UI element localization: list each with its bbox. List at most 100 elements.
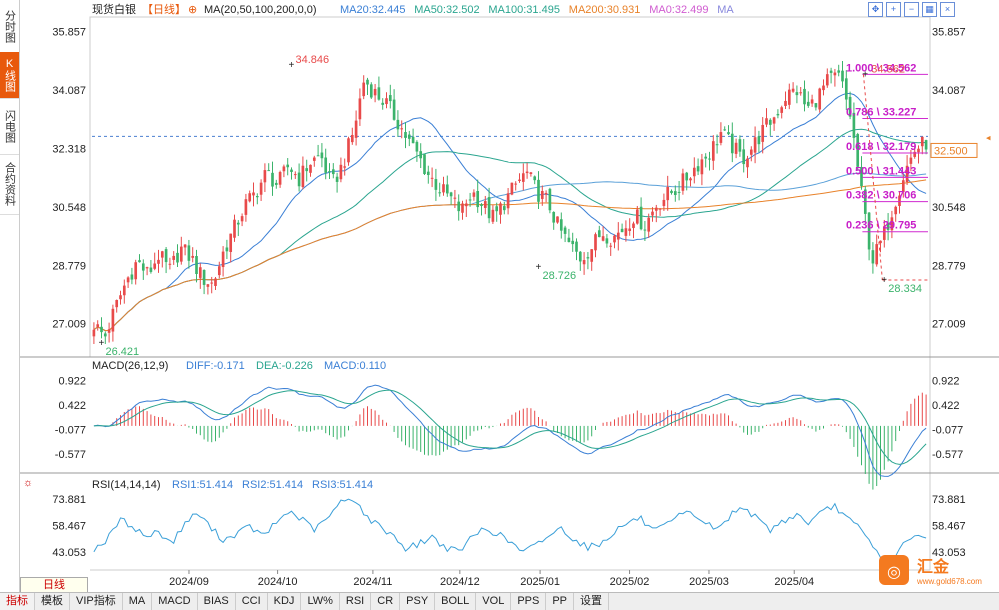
candle: [613, 234, 616, 249]
candle: [529, 171, 533, 177]
candle: [673, 185, 677, 202]
candle: [742, 138, 746, 173]
candle: [381, 98, 385, 110]
macd-tick-right-1: 0.422: [932, 400, 960, 412]
candle: [134, 259, 138, 285]
candle: [635, 205, 639, 225]
candle: [514, 181, 518, 191]
indicator-tab-1[interactable]: 模板: [35, 593, 70, 610]
marker-low2: +: [536, 262, 542, 273]
candle: [582, 252, 586, 275]
date-label-4: 2025/01: [520, 576, 560, 588]
rsi-tick-right-1: 58.467: [932, 521, 966, 533]
sidebar: 分时图 K线图 闪电图 合约资料: [0, 0, 20, 592]
grid-icon[interactable]: ▦: [922, 2, 937, 17]
sidebar-tab-3[interactable]: 合约资料: [0, 154, 19, 215]
rsi2-value: RSI2:51.414: [242, 479, 303, 491]
move-icon[interactable]: ✥: [868, 2, 883, 17]
candle: [556, 216, 559, 224]
indicator-tab-4[interactable]: MACD: [152, 593, 198, 610]
period-button[interactable]: 日线: [20, 577, 88, 593]
indicator-tab-16[interactable]: 设置: [574, 593, 610, 610]
candle: [540, 185, 544, 206]
candle: [343, 158, 347, 176]
candle: [172, 251, 176, 265]
svg-text:◎: ◎: [887, 564, 901, 581]
sidebar-tab-2[interactable]: 闪电图: [0, 98, 19, 155]
candle: [768, 118, 772, 136]
close-icon[interactable]: ×: [940, 2, 955, 17]
candle: [483, 195, 487, 215]
indicator-tab-10[interactable]: CR: [371, 593, 401, 610]
candle: [301, 156, 305, 190]
macd-value: MACD:0.110: [324, 360, 386, 372]
candle: [438, 182, 442, 197]
zoom-in-icon[interactable]: +: [886, 2, 901, 17]
candle: [377, 76, 381, 101]
date-label-2: 2024/11: [353, 576, 392, 588]
price-tick-left-4: 28.779: [52, 260, 86, 272]
date-label-3: 2024/12: [440, 576, 480, 588]
indicator-tab-15[interactable]: PP: [546, 593, 575, 610]
price-tick-left-0: 35.857: [52, 27, 86, 39]
price-tick-right-5: 27.009: [932, 319, 966, 331]
indicator-tab-7[interactable]: KDJ: [268, 593, 302, 610]
candle: [362, 75, 366, 100]
candle: [548, 187, 552, 214]
zoom-out-icon[interactable]: −: [904, 2, 919, 17]
candle: [586, 252, 590, 270]
candle: [259, 179, 263, 201]
candle: [506, 188, 510, 215]
candle: [578, 250, 582, 271]
date-label-6: 2025/03: [689, 576, 729, 588]
indicator-tab-8[interactable]: LW%: [301, 593, 340, 610]
candle: [730, 122, 734, 163]
candle: [149, 260, 153, 274]
sidebar-tab-0[interactable]: 分时图: [0, 0, 19, 53]
macd-tick-right-3: -0.577: [932, 449, 963, 461]
candle: [404, 122, 407, 149]
candle: [670, 189, 673, 195]
candle: [837, 64, 841, 77]
candle: [119, 290, 122, 305]
axes-labels: 35.85735.85734.08734.08732.31832.31830.5…: [52, 27, 991, 588]
candle: [369, 82, 373, 99]
candle: [206, 283, 210, 295]
indicator-tab-5[interactable]: BIAS: [198, 593, 236, 610]
macd-tick-right-2: -0.077: [932, 425, 963, 437]
annotation-low1: 26.421: [106, 346, 140, 358]
candle: [354, 110, 358, 146]
fib-diagonal: [862, 74, 883, 281]
chart-area[interactable]: 1.000 \ 34.562 0.786 \ 33.227 0.618 \ 32.1…: [20, 0, 999, 592]
indicator-tab-13[interactable]: VOL: [476, 593, 512, 610]
indicator-tab-11[interactable]: PSY: [400, 593, 436, 610]
candle: [852, 102, 856, 149]
candle: [571, 232, 575, 252]
watermark-logo: ◎ 汇金 www.gold678.com: [879, 555, 982, 586]
sidebar-tab-1[interactable]: K线图: [0, 52, 19, 99]
candle: [734, 138, 738, 159]
indicator-tab-12[interactable]: BOLL: [435, 593, 477, 610]
candle: [791, 82, 795, 93]
indicator-tabs: 指标 模板 VIP指标 MA MACD BIAS CCI KDJ LW% RSI CR PSY BOLL…: [0, 592, 999, 610]
indicator-tab-0[interactable]: 指标: [0, 593, 35, 610]
indicator-tab-2[interactable]: VIP指标: [70, 593, 123, 610]
sun-icon[interactable]: ☼: [23, 477, 33, 489]
indicator-tab-14[interactable]: PPS: [511, 593, 547, 610]
candle: [176, 244, 179, 267]
candle: [141, 259, 145, 280]
indicator-tab-3[interactable]: MA: [123, 593, 153, 610]
indicator-tab-9[interactable]: RSI: [340, 593, 372, 610]
candle: [799, 87, 803, 96]
annotation-low2: 28.726: [543, 270, 577, 282]
candle: [107, 322, 111, 343]
toolbar-icons: ✥ + − ▦ ×: [868, 2, 955, 17]
candle: [590, 249, 594, 271]
candle: [103, 331, 107, 345]
candle: [225, 239, 229, 260]
settings-icon[interactable]: ⊕: [188, 4, 197, 16]
chart-svg[interactable]: 1.000 \ 34.562 0.786 \ 33.227 0.618 \ 32.1…: [20, 0, 999, 592]
candle: [229, 233, 233, 263]
candle: [765, 108, 768, 128]
indicator-tab-6[interactable]: CCI: [236, 593, 268, 610]
